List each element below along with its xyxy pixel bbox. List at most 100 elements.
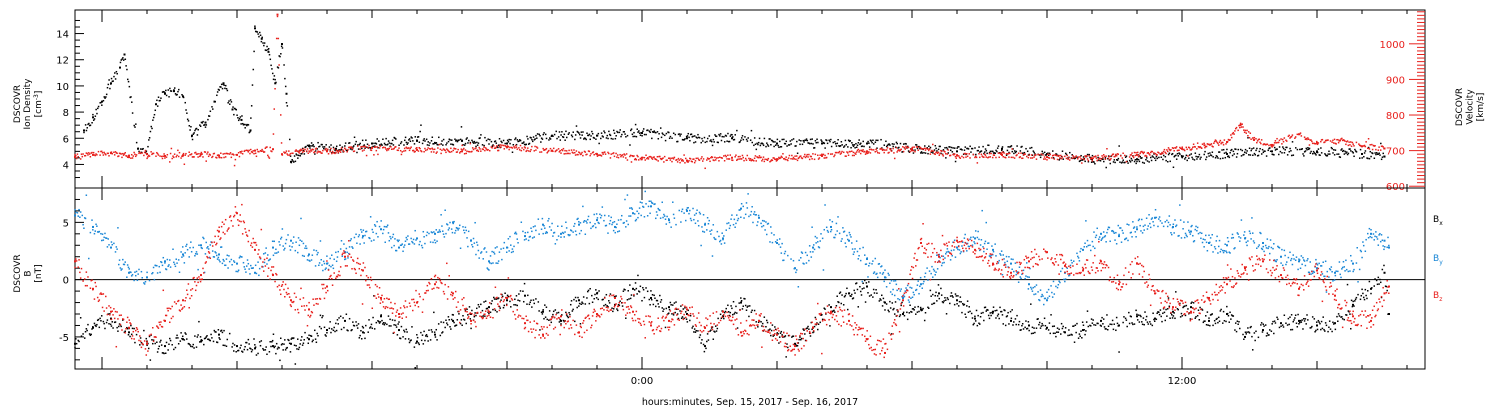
velocity-dot <box>371 147 374 149</box>
velocity-dot <box>824 154 826 157</box>
ion-density-dot <box>260 40 263 43</box>
ion-density-dot <box>813 147 815 149</box>
bx-dot <box>812 331 815 333</box>
velocity-dot <box>309 149 312 151</box>
velocity-dot <box>654 158 656 160</box>
ion-density-dot <box>824 147 826 149</box>
velocity-dot <box>1270 145 1273 147</box>
velocity-dot <box>262 151 265 153</box>
ion-density-dot <box>86 127 88 129</box>
velocity-dot <box>1278 139 1281 142</box>
velocity-dot <box>1379 149 1382 151</box>
velocity-dot <box>534 145 536 148</box>
ion-density-dot <box>322 146 324 148</box>
velocity-dot <box>215 156 217 159</box>
velocity-dot <box>754 155 757 157</box>
ion-density-dot <box>536 137 538 139</box>
bx-dot <box>493 296 495 299</box>
ion-density-dot <box>992 152 995 154</box>
bx-dot <box>1350 299 1353 302</box>
bx-dot <box>211 337 213 339</box>
velocity-dot <box>491 147 493 149</box>
bx-dot <box>287 338 289 341</box>
by-dot <box>206 247 208 249</box>
by-point <box>992 248 994 251</box>
bx-dot <box>636 293 638 295</box>
ion-density-dot <box>1214 157 1217 159</box>
ion-density-dot <box>559 139 562 141</box>
velocity-dot <box>340 147 343 149</box>
bx-dot <box>808 332 811 335</box>
ion-density-point <box>222 82 225 85</box>
ion-density-dot <box>830 145 833 148</box>
bx-dot <box>1102 318 1105 320</box>
ion-density-dot <box>1140 157 1142 160</box>
ion-density-dot <box>475 145 477 148</box>
velocity-dot <box>545 147 548 150</box>
bx-dot <box>518 300 521 302</box>
bx-dot <box>147 347 150 350</box>
bx-dot <box>439 334 442 337</box>
velocity-dot <box>336 150 339 152</box>
velocity-dot <box>1174 147 1176 149</box>
ion-density-dot <box>620 135 622 138</box>
ion-density-dot <box>1273 146 1276 149</box>
by-dot <box>207 245 209 248</box>
velocity-dot <box>653 156 655 158</box>
ion-density-dot <box>1260 153 1263 155</box>
ion-density-point <box>1226 152 1228 155</box>
bx-point <box>542 310 544 313</box>
ion-density-point <box>155 103 157 106</box>
velocity-dot <box>365 146 367 148</box>
ion-density-dot <box>376 138 378 140</box>
by-dot <box>263 261 266 264</box>
velocity-dot <box>1147 151 1149 154</box>
velocity-dot <box>772 157 774 159</box>
bx-dot <box>394 319 396 322</box>
by-dot <box>118 259 121 261</box>
velocity-dot <box>1325 139 1328 142</box>
ion-density-dot <box>1093 161 1095 163</box>
by-dot <box>474 221 476 224</box>
by-point <box>974 237 976 240</box>
velocity-dot <box>872 149 875 151</box>
by-dot <box>196 253 199 255</box>
bx-dot <box>216 341 219 344</box>
ion-density-dot <box>291 158 293 161</box>
ion-density-dot <box>795 145 797 147</box>
bx-dot <box>565 314 568 316</box>
ion-density-dot <box>609 134 612 137</box>
velocity-dot <box>281 154 284 156</box>
velocity-dot <box>306 148 309 150</box>
bx-dot <box>804 339 807 342</box>
ion-density-dot <box>1029 147 1031 149</box>
bx-dot <box>535 298 537 300</box>
ion-density-dot <box>421 142 424 145</box>
by-point <box>758 216 760 219</box>
velocity-dot <box>761 160 763 162</box>
bx-dot <box>95 325 97 328</box>
by-dot <box>152 272 154 274</box>
velocity-dot <box>742 156 744 159</box>
by-dot <box>140 270 143 273</box>
by-dot <box>250 267 253 269</box>
bx-dot <box>1219 310 1222 312</box>
ion-density-dot <box>224 87 226 90</box>
by-dot <box>111 243 114 246</box>
velocity-dot <box>1140 151 1142 153</box>
ion-density-dot <box>286 105 289 107</box>
bx-dot <box>1273 332 1275 335</box>
by-dot <box>305 247 308 250</box>
ion-density-dot <box>138 150 140 153</box>
velocity-dot <box>301 151 304 154</box>
bottom-plot-frame <box>74 187 1426 370</box>
velocity-dot <box>1171 147 1174 149</box>
bx-dot <box>233 350 235 352</box>
bx-dot <box>96 319 99 322</box>
ion-density-dot <box>770 143 772 146</box>
bx-dot <box>838 301 840 304</box>
bx-dot <box>1245 333 1248 335</box>
bx-dot <box>162 352 165 354</box>
velocity-dot <box>472 148 475 151</box>
velocity-dot <box>880 147 882 150</box>
